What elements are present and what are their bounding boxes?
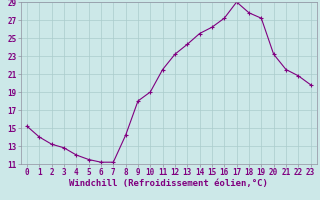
X-axis label: Windchill (Refroidissement éolien,°C): Windchill (Refroidissement éolien,°C) (69, 179, 268, 188)
